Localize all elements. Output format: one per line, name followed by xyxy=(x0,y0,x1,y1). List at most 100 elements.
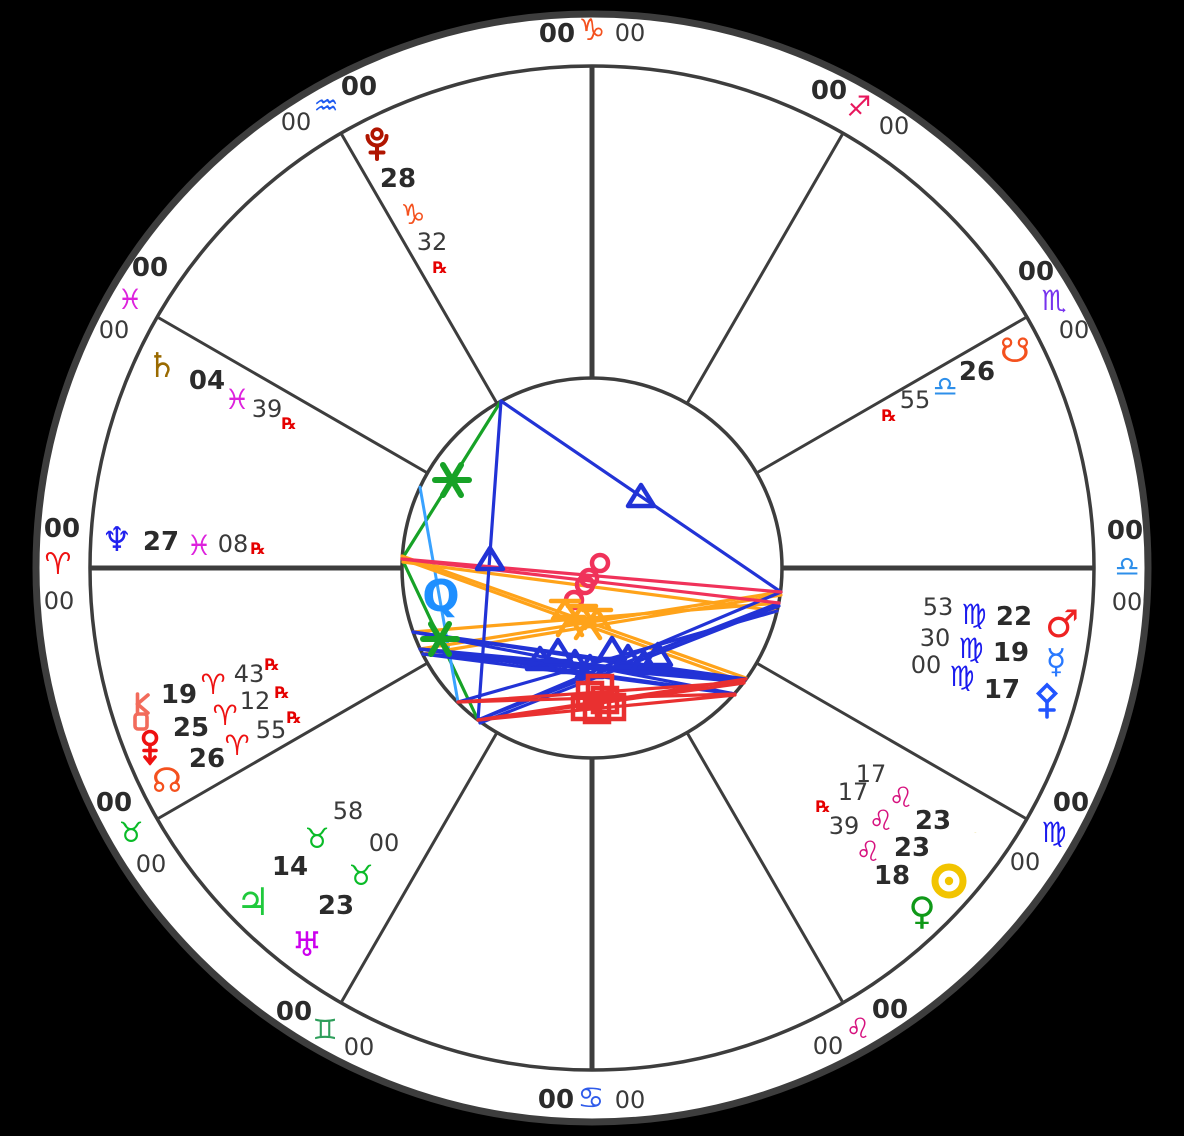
sun-sign-icon: ♌ xyxy=(868,804,894,837)
cusp-aquarius-degree: 00 xyxy=(340,72,378,102)
cusp-pisces-degree: 00 xyxy=(131,253,169,283)
venus-icon: ♀ xyxy=(908,889,936,933)
mars-sign-icon: ♍ xyxy=(961,598,987,631)
planet-icons xyxy=(133,127,1059,899)
cusp-virgo-minutes: 00 xyxy=(1009,848,1041,876)
aquarius-sign-icon: ♒ xyxy=(313,89,339,122)
cusp-capricorn-degree: 00 xyxy=(538,19,576,49)
north-node-degree: 26 xyxy=(188,744,226,774)
moon-degree: 23 xyxy=(914,806,952,836)
mercury-minutes: 30 xyxy=(919,624,951,652)
cusp-pisces-minutes: 00 xyxy=(98,316,130,344)
jupiter-minutes: 58 xyxy=(332,797,364,825)
leo-sign-icon: ♌ xyxy=(845,1012,871,1045)
cusp-sagittarius-degree: 00 xyxy=(810,76,848,106)
aries-sign-icon: ♈ xyxy=(44,547,72,582)
eris-icon xyxy=(141,729,159,766)
moon-minutes: 17 xyxy=(855,760,887,788)
chiron-icon xyxy=(133,692,150,731)
chiron-degree: 19 xyxy=(160,680,198,710)
saturn-degree: 04 xyxy=(188,366,226,396)
cusp-virgo-degree: 00 xyxy=(1052,788,1090,818)
north-node-retrograde: ℞ xyxy=(286,708,302,727)
cusp-capricorn-minutes: 00 xyxy=(614,19,646,47)
cusp-aries-minutes: 00 xyxy=(43,587,75,615)
eris-minutes: 12 xyxy=(239,687,271,715)
pallas-icon xyxy=(1035,682,1059,719)
venus-retrograde: ℞ xyxy=(815,797,831,816)
south-node-icon: ☋ xyxy=(999,331,1031,371)
quintile-icon: Q xyxy=(422,571,459,622)
uranus-icon: ♅ xyxy=(291,925,323,965)
south-node-retrograde: ℞ xyxy=(881,406,897,425)
cusp-aquarius-minutes: 00 xyxy=(280,108,312,136)
cusp-aries-degree: 00 xyxy=(43,514,81,544)
jupiter-sign-icon: ♉ xyxy=(304,822,330,855)
house-cusp-spokes xyxy=(89,65,1095,1071)
north-node-minutes: 55 xyxy=(255,716,287,744)
cusp-sagittarius-minutes: 00 xyxy=(878,112,910,140)
venus-degree: 18 xyxy=(873,861,911,891)
uranus-sign-icon: ♉ xyxy=(348,859,374,892)
pallas-sign-icon: ♍ xyxy=(949,660,975,693)
sagittarius-sign-icon: ♐ xyxy=(846,90,872,123)
pisces-sign-icon: ♓ xyxy=(117,283,143,316)
quintile-lines xyxy=(418,485,460,704)
mars-minutes: 53 xyxy=(922,593,954,621)
cusp-cancer-degree: 00 xyxy=(537,1085,575,1115)
pallas-degree: 17 xyxy=(983,675,1021,705)
chiron-sign-icon: ♈ xyxy=(200,668,226,701)
taurus-sign-icon: ♉ xyxy=(118,816,144,849)
cusp-scorpio-minutes: 00 xyxy=(1058,316,1090,344)
moon-sign-icon: ♌ xyxy=(888,781,914,814)
mercury-icon: ☿ xyxy=(1045,642,1067,682)
aspect-lines xyxy=(400,399,783,725)
saturn-minutes: 39 xyxy=(251,395,283,423)
quincunx-icon xyxy=(548,598,614,641)
neptune-minutes: 08 xyxy=(217,530,249,558)
eris-sign-icon: ♈ xyxy=(212,699,238,732)
neptune-retrograde: ℞ xyxy=(250,539,266,558)
cusp-cancer-minutes: 00 xyxy=(614,1086,646,1114)
cusp-leo-minutes: 00 xyxy=(812,1032,844,1060)
pluto-minutes: 32 xyxy=(416,228,448,256)
south-node-sign-icon: ♎ xyxy=(932,370,958,403)
jupiter-degree: 14 xyxy=(271,852,309,882)
cusp-scorpio-degree: 00 xyxy=(1017,257,1055,287)
uranus-minutes: 00 xyxy=(368,829,400,857)
neptune-icon: ♆ xyxy=(101,520,133,560)
sun-minutes: 17 xyxy=(837,778,869,806)
scorpio-sign-icon: ♏ xyxy=(1041,284,1067,317)
chiron-retrograde: ℞ xyxy=(264,655,280,674)
north-node-icon: ☊ xyxy=(151,761,183,801)
south-node-degree: 26 xyxy=(958,357,996,387)
venus-sign-icon: ♌ xyxy=(855,835,881,868)
gemini-sign-icon: ♊ xyxy=(312,1013,338,1046)
pluto-degree: 28 xyxy=(379,164,417,194)
eris-degree: 25 xyxy=(172,713,210,743)
chiron-minutes: 43 xyxy=(233,660,265,688)
mercury-sign-icon: ♍ xyxy=(958,632,984,665)
cusp-taurus-degree: 00 xyxy=(95,788,133,818)
neptune-degree: 27 xyxy=(142,527,180,557)
saturn-retrograde: ℞ xyxy=(281,414,297,433)
cusp-libra-minutes: 00 xyxy=(1111,588,1143,616)
aspect-glyphs: Q xyxy=(420,462,674,725)
mars-icon: ♂ xyxy=(1044,602,1080,646)
cusp-gemini-minutes: 00 xyxy=(343,1033,375,1061)
saturn-icon: ♄ xyxy=(146,346,178,386)
square-icon xyxy=(570,673,627,725)
capricorn-sign-icon: ♑ xyxy=(578,13,606,48)
libra-sign-icon: ♎ xyxy=(1114,550,1140,583)
cusp-libra-degree: 00 xyxy=(1106,516,1144,546)
cusp-gemini-degree: 00 xyxy=(275,997,313,1027)
pluto-sign-icon: ♑ xyxy=(400,198,426,231)
pallas-minutes: 00 xyxy=(910,651,942,679)
sextile-icon xyxy=(420,462,472,657)
jupiter-icon: ♃ xyxy=(235,880,271,924)
cusp-leo-degree: 00 xyxy=(871,995,909,1025)
north-node-sign-icon: ♈ xyxy=(224,729,250,762)
venus-minutes: 39 xyxy=(828,812,860,840)
virgo-sign-icon: ♍ xyxy=(1041,816,1067,849)
